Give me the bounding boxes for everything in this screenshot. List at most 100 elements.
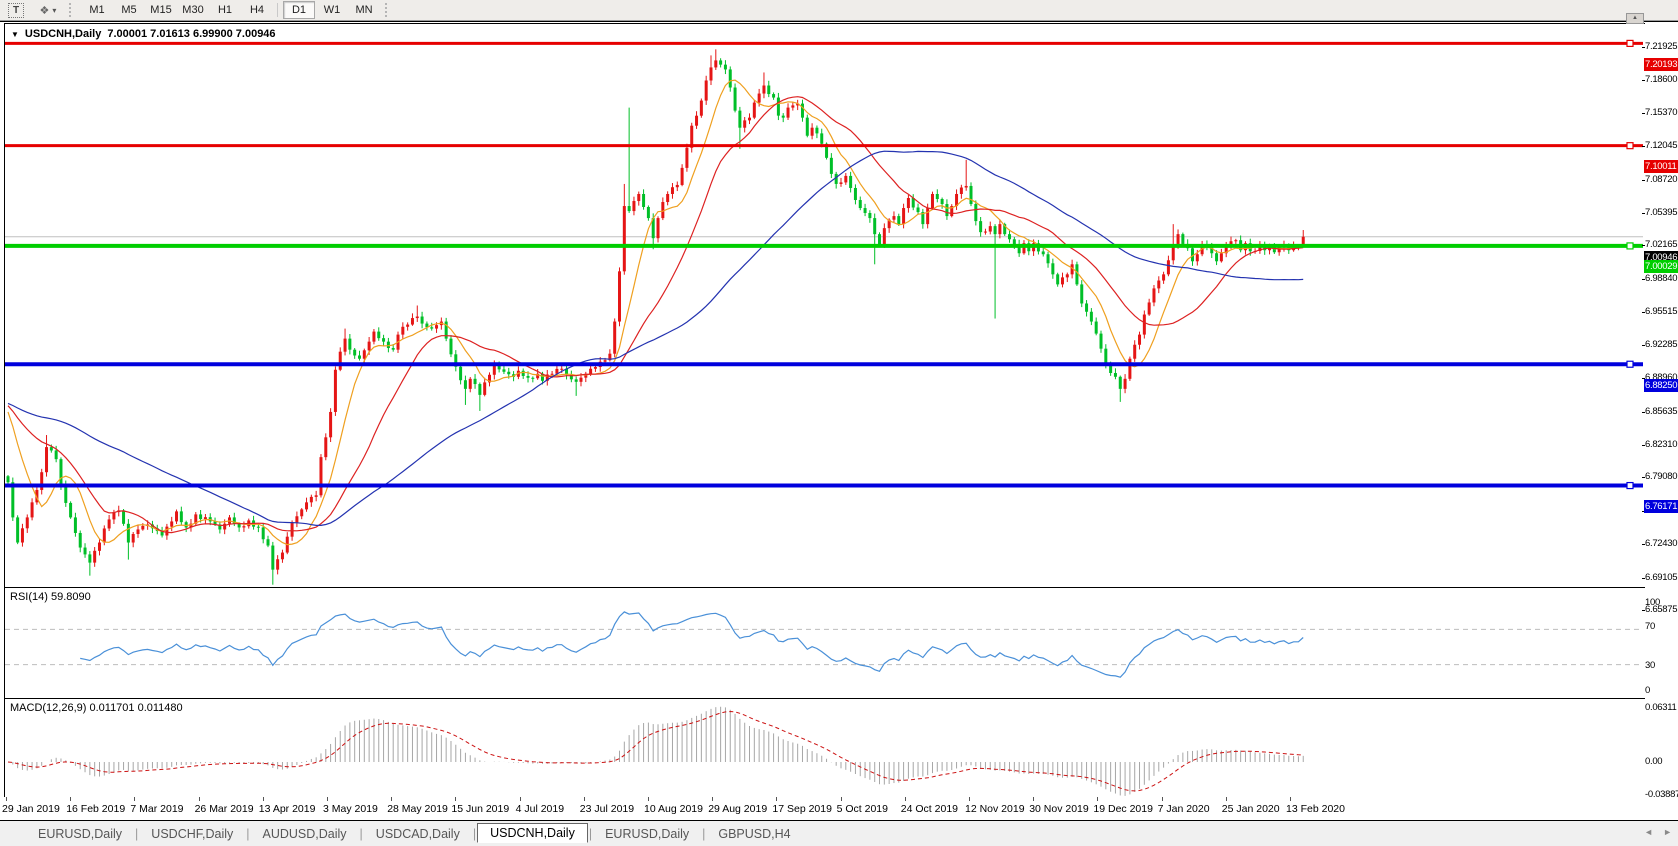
price-tick-label: 6.98840 [1645,272,1678,284]
arrows-icon: ❖ [39,4,50,17]
date-tick-mark [1290,797,1291,801]
axis-tick-mark [1642,112,1645,114]
axis-tick-mark [1642,510,1645,512]
date-label: 15 Jun 2019 [451,803,510,815]
date-tick-mark [262,797,264,801]
price-tick-label: 7.15370 [1645,106,1678,118]
axis-tick-mark [1642,544,1645,546]
rsi-tick-label: 70 [1645,621,1655,632]
date-tick-mark [648,797,649,801]
date-label: 4 Jul 2019 [515,803,565,815]
price-tick-label: 6.72430 [1645,538,1678,550]
timeframe-button-d1[interactable]: D1 [283,1,315,19]
axis-tick-mark [1642,609,1645,611]
date-label: 25 Jan 2020 [1221,803,1280,815]
date-tick-mark [455,797,457,801]
date-label: 13 Feb 2020 [1286,803,1345,815]
main-chart-svg[interactable] [5,24,1643,585]
price-axis[interactable]: 7.21925 7.18600 7.15370 7.12045 7.08720 7.053… [1642,22,1678,800]
timeframe-button-h1[interactable]: H1 [210,2,240,18]
timeframe-label: H1 [217,4,233,16]
date-tick-mark [904,797,906,801]
date-label: 30 Nov 2019 [1029,803,1089,815]
axis-tick-mark [1642,477,1645,479]
date-tick-mark [134,797,136,801]
axis-tick-mark [1642,213,1645,215]
tab-scroll-left-icon[interactable]: ◄ [1644,827,1654,837]
timeframe-button-h4[interactable]: H4 [242,2,272,18]
axis-tick-mark [1642,344,1645,346]
date-label: 23 Jul 2019 [579,803,635,815]
date-tick-mark [712,797,714,801]
date-tick-mark [1033,797,1035,801]
date-tick-mark [969,797,970,801]
symbol-dropdown-icon[interactable]: ▼ [11,29,19,39]
tab-usdcad-daily[interactable]: USDCAD,Daily [375,826,460,841]
axis-tick-mark [1642,411,1645,413]
axis-tick-mark [1642,378,1645,380]
price-line-badge: 6.88250 [1644,378,1678,392]
date-label: 19 Dec 2019 [1093,803,1153,815]
timeframe-label: M15 [150,4,172,16]
axis-tick-mark [1642,577,1645,579]
date-tick-mark [583,797,585,801]
macd-svg[interactable] [5,699,1643,796]
date-label: 24 Oct 2019 [900,803,959,815]
date-tick-mark [327,797,328,801]
date-tick-mark [776,797,778,801]
timeframe-button-mn[interactable]: MN [349,2,379,18]
tab-separator: | [588,826,593,841]
top-toolbar: T ❖ ▾ M1 M5 M15 M30 H1 H4 D1 W1 MN [0,0,1678,21]
date-label: 10 Aug 2019 [644,803,703,815]
timeframe-label: M1 [89,4,105,16]
price-line-badge: 7.10011 [1644,160,1678,174]
date-tick-mark [1161,797,1163,801]
chart-title: ▼ USDCNH,Daily 7.00001 7.01613 6.99900 7… [11,28,276,40]
timeframe-button-m15[interactable]: M15 [146,2,176,18]
date-label: 3 May 2019 [323,803,378,815]
tab-scroll-right-icon[interactable]: ► [1663,827,1672,837]
price-tick-label: 6.69105 [1645,571,1678,583]
tab-usdchf-daily[interactable]: USDCHF,Daily [151,826,234,841]
date-tick-mark [840,797,842,801]
chart-window: ▼ USDCNH,Daily 7.00001 7.01613 6.99900 7… [0,21,1678,821]
toolbar-separator [277,3,278,17]
date-axis[interactable]: 29 Jan 2019 16 Feb 2019 7 Mar 2019 26 Mar 2… [0,797,1678,820]
date-tick-mark [6,797,7,801]
price-tick-label: 6.95515 [1645,306,1678,318]
tab-usdcnh-daily[interactable]: USDCNH,Daily [477,823,588,843]
tab-eurusd-daily[interactable]: EURUSD,Daily [605,826,690,841]
price-tick-label: 6.88960 [1645,372,1678,384]
tab-separator: | [246,826,250,841]
text-tool-icon: T [8,2,24,18]
date-label: 5 Oct 2019 [836,803,888,815]
price-tick-label: 6.79080 [1645,471,1678,483]
rsi-pane[interactable]: RSI(14) 59.8090 [4,587,1646,699]
main-chart-pane[interactable]: ▼ USDCNH,Daily 7.00001 7.01613 6.99900 7… [4,23,1646,588]
macd-tick-label: 0.00 [1645,756,1663,767]
price-tick-label: 7.02165 [1645,239,1678,251]
axis-tick-mark [1642,278,1645,280]
date-tick-mark [198,797,200,801]
rsi-tick-label: 0 [1645,685,1650,696]
text-tool-button[interactable]: T [1,2,31,18]
date-tick-mark [1225,797,1227,801]
scroll-up-button[interactable]: ▲ [1626,13,1644,24]
price-tick-label: 7.12045 [1645,140,1678,152]
tab-eurusd-daily[interactable]: EURUSD,Daily [38,826,123,841]
timeframe-button-m1[interactable]: M1 [82,2,112,18]
price-tick-label: 7.18600 [1645,74,1678,86]
timeframe-button-m30[interactable]: M30 [178,2,208,18]
rsi-svg[interactable] [5,588,1643,696]
timeframe-label: D1 [291,4,307,16]
arrows-tool-button[interactable]: ❖ ▾ [33,2,63,18]
macd-tick-label: -0.03887 [1645,789,1678,800]
tab-audusd-daily[interactable]: AUDUSD,Daily [262,826,347,841]
macd-pane[interactable]: MACD(12,26,9) 0.011701 0.011480 [4,698,1646,799]
tab-gbpusd-h4[interactable]: GBPUSD,H4 [718,826,791,841]
symbol-label: USDCNH,Daily [24,28,102,40]
timeframe-button-m5[interactable]: M5 [114,2,144,18]
date-label: 17 Sep 2019 [772,803,832,815]
date-label: 28 May 2019 [387,803,448,815]
timeframe-button-w1[interactable]: W1 [317,2,347,18]
